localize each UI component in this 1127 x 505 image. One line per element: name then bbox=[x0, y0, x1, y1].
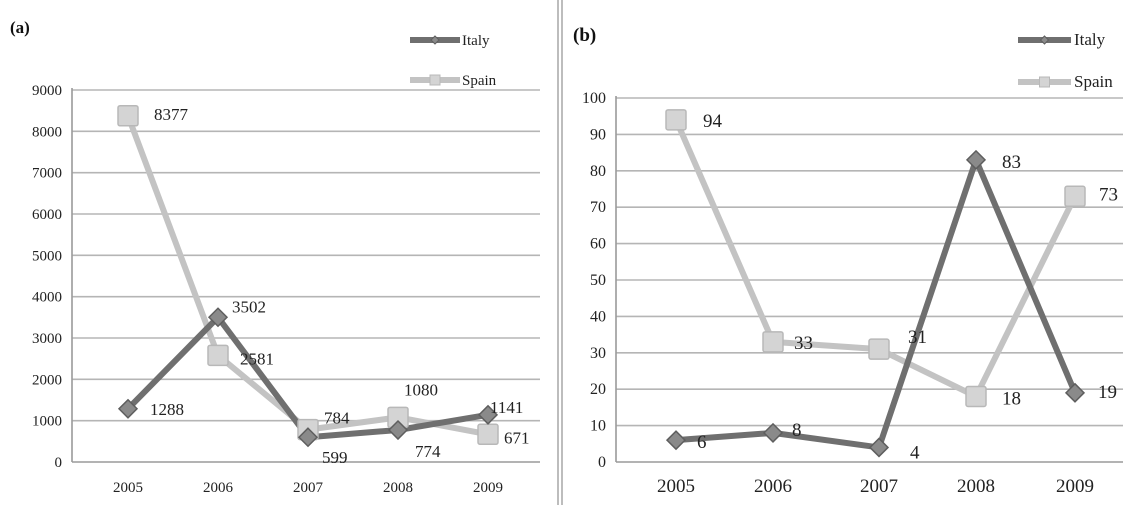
x-tick-label: 2005 bbox=[113, 480, 143, 496]
data-label-italy: 1288 bbox=[150, 400, 184, 419]
y-tick-label: 40 bbox=[590, 308, 606, 325]
x-tick-label: 2009 bbox=[473, 480, 503, 496]
marker-italy bbox=[762, 422, 784, 443]
data-label-italy: 8 bbox=[792, 420, 802, 441]
legend-label-italy: Italy bbox=[462, 33, 490, 49]
chart-panel-b: (b) 0 10 20 30 40 50 60 70 80 90 100 2005 2006 2007 200… bbox=[561, 0, 1127, 505]
legend-label-spain: Spain bbox=[462, 73, 497, 89]
data-label-italy: 3502 bbox=[232, 297, 266, 316]
y-tick-label: 60 bbox=[590, 236, 606, 253]
y-tick-label: 9000 bbox=[32, 83, 62, 99]
data-label-spain: 671 bbox=[504, 428, 530, 447]
x-tick-label: 2009 bbox=[1056, 476, 1094, 497]
marker-spain bbox=[1064, 185, 1086, 208]
marker-spain bbox=[207, 344, 229, 367]
legend-marker-italy bbox=[430, 35, 440, 45]
x-tick-label: 2006 bbox=[203, 480, 234, 496]
data-label-italy: 19 bbox=[1098, 382, 1117, 403]
data-label-italy: 83 bbox=[1002, 152, 1021, 173]
data-label-italy: 4 bbox=[910, 442, 920, 463]
data-label-spain: 784 bbox=[324, 409, 350, 428]
legend-marker-spain bbox=[429, 74, 441, 86]
marker-spain bbox=[868, 338, 890, 360]
data-label-italy: 6 bbox=[697, 432, 707, 453]
marker-italy bbox=[868, 437, 890, 458]
data-label-spain: 8377 bbox=[154, 105, 189, 124]
y-tick-label: 7000 bbox=[32, 166, 62, 182]
marker-italy bbox=[387, 419, 409, 441]
marker-spain bbox=[665, 109, 687, 131]
legend-label-italy: Italy bbox=[1074, 30, 1106, 49]
y-tick-label: 0 bbox=[598, 454, 606, 471]
data-label-spain: 18 bbox=[1002, 388, 1021, 409]
marker-italy bbox=[117, 398, 139, 419]
marker-italy bbox=[965, 149, 987, 170]
y-tick-label: 100 bbox=[582, 90, 606, 107]
y-tick-label: 5000 bbox=[32, 248, 62, 264]
chart-a-svg: (a) 0 1000 2000 3000 4000 5000 6000 7000 8000 9000… bbox=[10, 18, 540, 496]
data-label-spain: 1080 bbox=[404, 380, 438, 399]
marker-italy bbox=[665, 430, 687, 451]
y-tick-label: 20 bbox=[590, 381, 606, 398]
y-tick-label: 6000 bbox=[32, 207, 62, 223]
data-label-italy: 1141 bbox=[490, 398, 523, 417]
y-tick-label: 3000 bbox=[32, 331, 62, 347]
chart-panel-a: (a) 0 1000 2000 3000 4000 5000 6000 7000 8000 9000… bbox=[0, 0, 559, 505]
y-tick-label: 30 bbox=[590, 345, 606, 362]
y-tick-label: 50 bbox=[590, 272, 606, 289]
x-tick-label: 2007 bbox=[860, 476, 898, 497]
legend-label-spain: Spain bbox=[1074, 72, 1113, 91]
y-tick-label: 10 bbox=[590, 418, 606, 435]
marker-italy bbox=[297, 427, 319, 448]
x-tick-label: 2008 bbox=[383, 480, 413, 496]
data-label-italy: 774 bbox=[415, 442, 441, 461]
data-label-italy: 599 bbox=[322, 448, 348, 467]
marker-italy bbox=[207, 307, 229, 328]
x-tick-label: 2007 bbox=[293, 480, 324, 496]
x-tick-label: 2005 bbox=[657, 476, 695, 497]
y-tick-label: 1000 bbox=[32, 414, 62, 430]
legend-marker-italy bbox=[1039, 35, 1050, 45]
legend-marker-spain bbox=[1039, 76, 1050, 88]
panel-label: (a) bbox=[10, 18, 30, 37]
y-tick-label: 2000 bbox=[32, 372, 62, 388]
marker-spain bbox=[762, 331, 784, 353]
data-label-spain: 33 bbox=[794, 333, 813, 354]
y-tick-label: 8000 bbox=[32, 124, 62, 140]
data-label-spain: 31 bbox=[908, 327, 927, 348]
panel-label: (b) bbox=[573, 25, 596, 46]
data-label-spain: 2581 bbox=[240, 349, 274, 368]
marker-italy bbox=[1064, 382, 1086, 403]
y-tick-label: 70 bbox=[590, 199, 606, 216]
y-tick-label: 90 bbox=[590, 126, 606, 143]
marker-spain bbox=[117, 105, 139, 127]
marker-spain bbox=[477, 423, 499, 446]
y-tick-label: 4000 bbox=[32, 290, 62, 306]
chart-b-svg: (b) 0 10 20 30 40 50 60 70 80 90 100 2005 2006 2007 200… bbox=[573, 25, 1123, 497]
y-tick-label: 80 bbox=[590, 163, 606, 180]
data-label-spain: 73 bbox=[1099, 184, 1118, 205]
data-label-spain: 94 bbox=[703, 111, 723, 132]
x-tick-label: 2006 bbox=[754, 476, 792, 497]
marker-spain bbox=[965, 385, 987, 408]
marker-italy bbox=[477, 404, 499, 425]
x-tick-label: 2008 bbox=[957, 476, 995, 497]
y-tick-label: 0 bbox=[55, 455, 63, 471]
